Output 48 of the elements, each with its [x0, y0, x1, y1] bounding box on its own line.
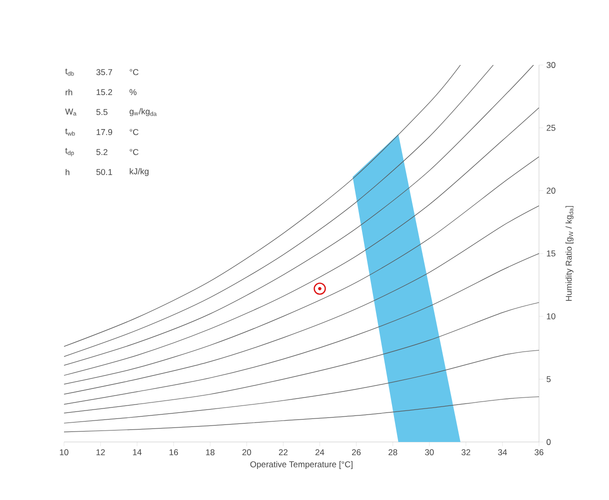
x-axis-title: Operative Temperature [°C] — [250, 461, 352, 469]
line-series — [64, 350, 540, 424]
annotation: t$_{dp}$ — [65, 148, 74, 156]
x-tick-label: 10 — [60, 449, 68, 456]
x-tick-label: 32 — [462, 449, 470, 456]
annotation: 17.9 — [96, 129, 112, 136]
x-tick-label: 26 — [352, 449, 361, 456]
annotation: W$_{a}$ — [65, 108, 76, 116]
x-tick-label: 18 — [206, 449, 215, 456]
line-series — [64, 253, 540, 405]
annotation: g$_{w}$/kg$_{da}$ — [130, 108, 157, 116]
line-series — [64, 156, 540, 384]
annotation: °C — [130, 149, 138, 156]
line-series — [64, 107, 540, 376]
annotation: kJ/kg — [130, 168, 149, 176]
y-axis-title: Humidity Ratio [g$_{W}$ / kg$_{da}$] — [566, 206, 574, 301]
annotation: h — [66, 168, 70, 176]
annotation: t$_{wb}$ — [65, 128, 75, 136]
x-tick-label: 14 — [133, 449, 142, 456]
annotation: 50.1 — [96, 169, 112, 176]
annotation: rh — [66, 89, 72, 96]
line-series — [64, 396, 540, 432]
y-tick-label: 20 — [546, 188, 556, 194]
line-series — [64, 302, 540, 414]
y-tick-label: 30 — [546, 62, 556, 68]
x-tick-label: 20 — [242, 449, 252, 456]
x-tick-label: 22 — [278, 449, 288, 456]
annotation: °C — [130, 129, 138, 136]
x-tick-label: 36 — [534, 449, 544, 456]
y-tick-label: 0 — [546, 438, 551, 445]
y-tick-label: 25 — [546, 124, 556, 131]
annotation: 5.5 — [96, 109, 108, 116]
annotation: 15.2 — [96, 89, 112, 96]
x-tick-label: 34 — [498, 449, 507, 456]
x-tick-label: 24 — [315, 449, 324, 456]
x-tick-label: 30 — [425, 449, 434, 456]
line-series — [64, 205, 540, 395]
y-tick-label: 5 — [546, 376, 551, 382]
annotation: °C — [130, 69, 138, 76]
annotation: 35.7 — [96, 69, 112, 76]
x-tick-label: 28 — [388, 449, 398, 456]
y-tick-label: 15 — [546, 250, 556, 256]
annotation: 5.2 — [96, 149, 108, 156]
x-tick-label: 12 — [96, 449, 105, 456]
annotation: % — [130, 89, 137, 96]
annotation: t$_{db}$ — [65, 68, 74, 76]
y-tick-label: 10 — [546, 313, 556, 320]
x-tick-label: 16 — [170, 449, 178, 456]
